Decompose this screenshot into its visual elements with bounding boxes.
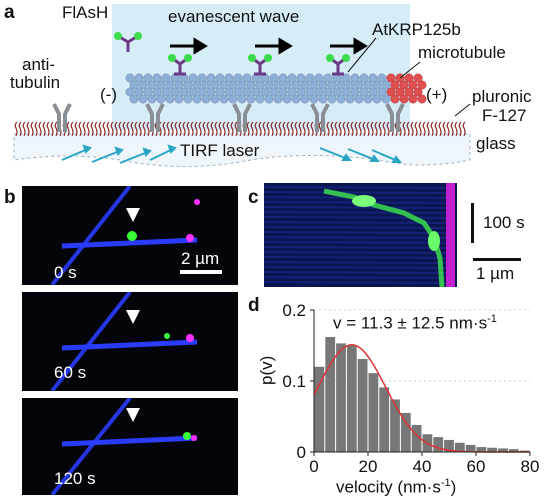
scale-bar	[180, 270, 222, 274]
pluronic-label-1: pluronic	[472, 87, 532, 106]
panel-d-letter: d	[248, 295, 260, 316]
tirf-laser-label: TIRF laser	[180, 141, 260, 160]
microtubule-lattice	[125, 73, 427, 104]
histogram-bar	[390, 399, 400, 452]
histogram-bar	[498, 448, 508, 452]
velocity-annotation-text: v = 11.3 ± 12.5 nm·s	[333, 313, 488, 333]
kinesin-leader	[347, 37, 377, 73]
antibody-icon	[145, 103, 165, 132]
time-scale-bar	[471, 203, 474, 243]
histogram-bar	[411, 425, 422, 452]
x-tick-label: 40	[413, 457, 432, 476]
frame-120s-image	[50, 398, 198, 495]
panel-a-schematic	[13, 4, 471, 168]
x-axis-label-text: velocity (nm·s	[336, 477, 441, 497]
velocity-annotation-sup: -1	[487, 313, 497, 325]
histogram-bar	[400, 412, 411, 452]
arrowhead-marker	[126, 408, 140, 422]
histogram-bar	[454, 442, 465, 452]
minus-end-label: (-)	[100, 85, 117, 104]
glass-slab	[13, 133, 471, 168]
kinesin-icon	[326, 54, 350, 76]
x-tick-label: 0	[309, 457, 318, 476]
y-tick-label: 0.2	[282, 301, 306, 320]
histogram-bar	[314, 366, 325, 452]
pluronic-leader	[454, 103, 471, 117]
laser-arrows	[61, 144, 403, 164]
anti-tubulin-label-1: anti-	[22, 55, 56, 74]
x-axis-label: velocity (nm·s-1)	[336, 478, 456, 496]
x-tick-label: 60	[467, 457, 486, 476]
y-tick-label: 0.1	[282, 372, 306, 391]
antibody-icon	[385, 103, 405, 132]
histogram-bar	[346, 345, 357, 452]
x-tick-label: 80	[521, 457, 540, 476]
flash-molecule	[114, 32, 142, 52]
histogram-bar	[487, 447, 498, 452]
pluronic-brush	[14, 121, 466, 137]
frame-0s-time: 0 s	[54, 263, 77, 282]
x-tick-label: 20	[359, 457, 378, 476]
distance-scale-label: 1 µm	[476, 264, 515, 283]
x-axis-label-close: )	[450, 477, 457, 497]
histogram-bar	[444, 439, 454, 452]
frame-60s-time: 60 s	[54, 363, 87, 382]
anti-tubulin-label-2: tubulin	[10, 73, 61, 92]
antibody-icon	[232, 103, 252, 132]
arrowhead-marker	[126, 208, 140, 222]
y-tick-label: 0	[297, 443, 306, 462]
panel-c-letter: c	[248, 187, 259, 208]
tick-labels: 0 20 40 60 80 0 0.1 0.2	[282, 301, 539, 476]
gaussian-fit-curve	[313, 344, 530, 453]
x-axis-label-sup: -1	[440, 477, 451, 489]
histogram-bar	[476, 447, 487, 452]
kymograph-plus-tip	[446, 183, 455, 287]
y-axis-label: p(v)	[257, 355, 276, 385]
pluronic-label-2: F-127	[482, 106, 527, 125]
distance-scale-bar	[473, 258, 521, 261]
microtubule-leader	[399, 61, 421, 79]
histogram-bar	[508, 449, 519, 452]
histogram-bar	[368, 373, 379, 452]
frame-0s-image	[50, 186, 222, 285]
microtubule-label: microtubule	[418, 43, 506, 62]
histogram-bar	[433, 437, 444, 452]
frame-60s-image	[50, 292, 198, 391]
arrowhead-marker	[126, 310, 140, 324]
kinesin-icon	[168, 54, 192, 76]
glass-label: glass	[476, 134, 516, 153]
time-scale-label: 100 s	[483, 213, 525, 232]
kinesin-icon	[248, 54, 272, 76]
panel-a-letter: a	[4, 2, 15, 23]
anti-tubulin-antibodies	[52, 103, 405, 132]
frame-120s-time: 120 s	[54, 469, 96, 488]
flash-label: FlAsH	[62, 3, 109, 22]
plus-end-label: (+)	[426, 85, 448, 104]
kinesin-label: AtKRP125b	[372, 20, 461, 39]
kinesin-motors	[168, 54, 350, 76]
antibody-icon	[52, 103, 72, 132]
histogram-bar	[379, 387, 390, 452]
histogram-bar	[336, 343, 346, 452]
velocity-histogram: 0 20 40 60 80 0 0.1 0.2	[282, 301, 539, 476]
histogram-bar	[465, 444, 476, 452]
kymograph	[264, 183, 457, 287]
histogram-bars	[314, 336, 530, 452]
evanescent-wave-label: evanescent wave	[168, 7, 300, 26]
frame-60s: 60 s	[22, 292, 238, 391]
histogram-bar	[357, 358, 368, 452]
frame-0s: 0 s 2 µm	[22, 186, 238, 285]
antibody-icon	[310, 103, 330, 132]
scale-bar-label: 2 µm	[181, 249, 220, 268]
frame-120s: 120 s	[22, 398, 238, 495]
kymograph-image	[264, 183, 457, 287]
histogram-bar	[325, 336, 336, 452]
panel-b-letter: b	[4, 187, 16, 208]
velocity-annotation: v = 11.3 ± 12.5 nm·s-1	[333, 314, 497, 332]
motion-arrows	[170, 37, 368, 55]
